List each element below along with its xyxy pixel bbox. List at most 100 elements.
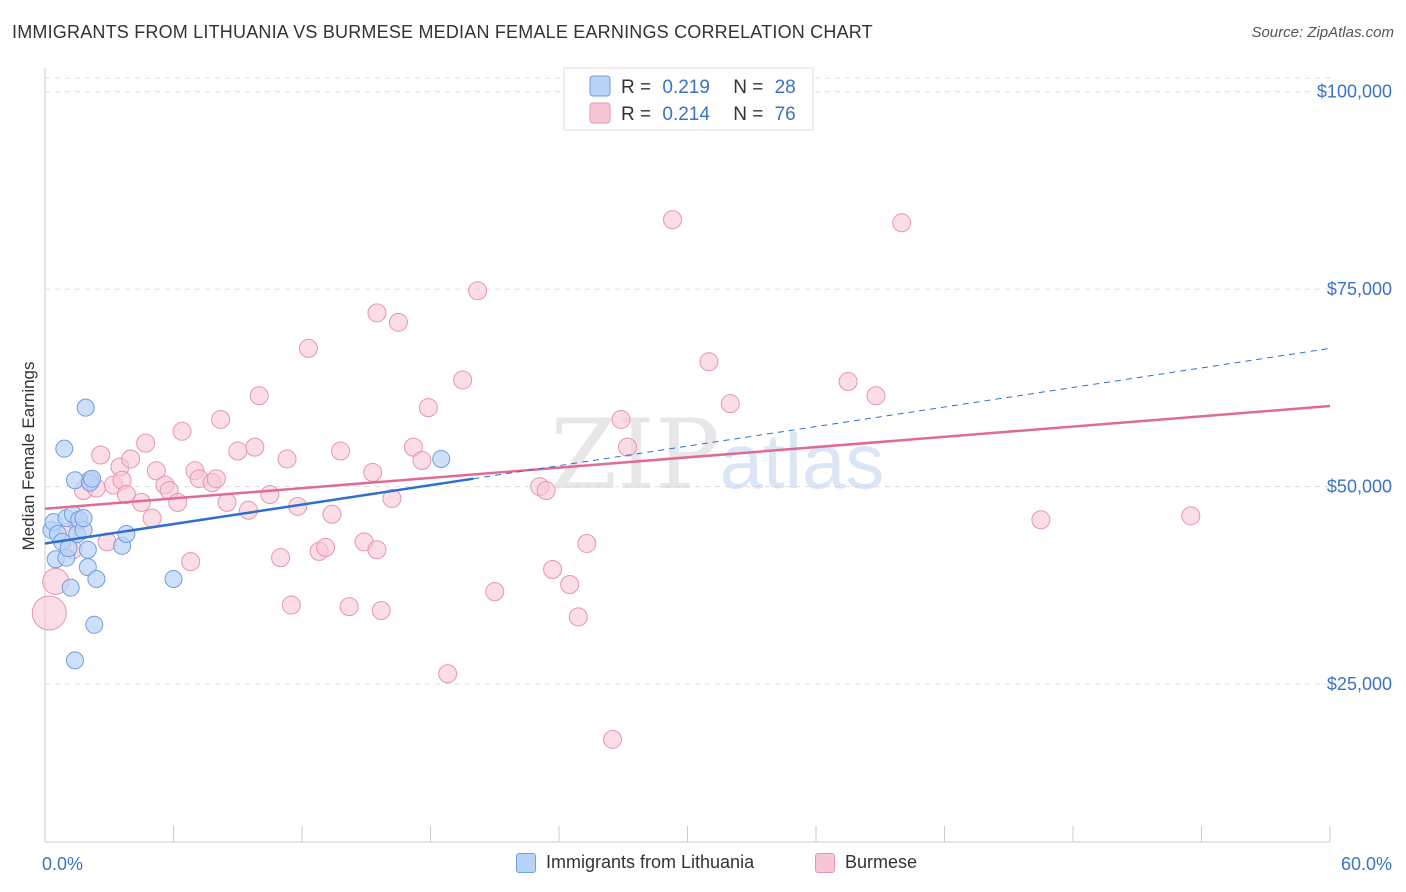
burmese-point-70 <box>866 386 886 406</box>
burmese-point-51 <box>412 451 432 471</box>
burmese-point-42 <box>331 441 351 461</box>
burmese-point-45 <box>363 462 383 482</box>
burmese-point-67 <box>699 352 719 372</box>
legend-r-label-1: R = <box>621 77 651 98</box>
burmese-point-53 <box>438 664 458 684</box>
burmese-point-66 <box>663 210 683 230</box>
burmese-point-60 <box>560 575 580 595</box>
burmese-point-62 <box>577 533 597 553</box>
legend-n-label-1: N = <box>733 77 763 98</box>
burmese-point-33 <box>249 386 269 406</box>
burmese-point-58 <box>536 481 556 501</box>
burmese-point-38 <box>298 338 318 358</box>
burmese-point-31 <box>238 500 258 520</box>
grid-lines <box>45 77 1330 685</box>
burmese-point-49 <box>388 312 408 332</box>
burmese-point-40 <box>316 537 336 557</box>
legend-n-value-1: 28 <box>775 77 796 98</box>
burmese-trend-line <box>44 404 1331 510</box>
burmese-point-48 <box>382 488 402 508</box>
legend-swatch-lithuania <box>589 75 611 97</box>
burmese-point-65 <box>618 437 638 457</box>
burmese-point-32 <box>245 437 265 457</box>
burmese-point-69 <box>838 372 858 392</box>
series-legend: Immigrants from Lithuania Burmese <box>0 852 1406 878</box>
burmese-point-8 <box>91 445 111 465</box>
burmese-point-35 <box>277 449 297 469</box>
legend-swatch-lithuania-bottom <box>516 852 536 873</box>
burmese-point-56 <box>485 582 505 602</box>
lithuania-point-16 <box>74 509 93 528</box>
zipatlas-watermark: ZIP atlas <box>550 399 884 511</box>
lithuania-point-9 <box>61 578 80 597</box>
watermark-atlas: atlas <box>720 417 885 505</box>
burmese-point-46 <box>367 303 387 323</box>
lithuania-point-25 <box>117 524 136 543</box>
burmese-point-43 <box>339 597 359 617</box>
legend-item-lithuania: Immigrants from Lithuania <box>516 852 754 873</box>
lithuania-point-5 <box>55 439 74 458</box>
lithuania-point-18 <box>78 540 97 559</box>
burmese-point-75 <box>260 484 280 504</box>
burmese-point-41 <box>322 504 342 524</box>
watermark-zip: ZIP <box>550 399 719 511</box>
legend-label-burmese: Burmese <box>845 852 918 872</box>
burmese-point-64 <box>611 409 631 429</box>
burmese-point-16 <box>136 433 156 453</box>
burmese-point-50 <box>403 437 423 457</box>
burmese-point-36 <box>281 595 301 615</box>
burmese-point-21 <box>168 492 188 512</box>
lithuania-point-11 <box>65 651 84 670</box>
lithuania-point-21 <box>83 469 102 488</box>
lithuania-point-17 <box>76 398 95 417</box>
y-tick-label-3: $100,000 <box>1317 82 1392 102</box>
y-tick-label-1: $50,000 <box>1327 477 1392 497</box>
legend-n-value-2: 76 <box>775 104 796 125</box>
burmese-point-0 <box>31 595 67 631</box>
legend-r-value-1: 0.219 <box>662 77 710 98</box>
correlation-legend: R = 0.219 N = 28 R = 0.214 N = 76 <box>563 67 814 131</box>
lithuania-trend-extension <box>473 347 1331 480</box>
burmese-point-47 <box>371 601 391 621</box>
legend-swatch-burmese <box>589 102 611 124</box>
burmese-point-71 <box>892 213 912 233</box>
burmese-point-59 <box>543 560 563 580</box>
y-tick-label-2: $75,000 <box>1327 279 1392 299</box>
lithuania-point-22 <box>85 615 104 634</box>
y-tick-label-0: $25,000 <box>1327 674 1392 694</box>
lithuania-points <box>42 398 451 670</box>
burmese-point-61 <box>568 607 588 627</box>
trend-lines <box>44 347 1331 545</box>
burmese-point-30 <box>228 441 248 461</box>
lithuania-point-12 <box>65 471 84 490</box>
burmese-point-34 <box>271 548 291 568</box>
lithuania-point-26 <box>164 569 183 588</box>
source-label: Source: ZipAtlas.com <box>1251 24 1394 41</box>
burmese-point-23 <box>181 552 201 572</box>
legend-r-value-2: 0.214 <box>662 104 710 125</box>
lithuania-point-23 <box>87 569 106 588</box>
burmese-point-27 <box>206 469 226 489</box>
burmese-point-54 <box>453 370 473 390</box>
y-tick-labels: $25,000 $50,000 $75,000 $100,000 <box>1317 82 1392 694</box>
x-tick-label-max: 60.0% <box>1341 854 1392 874</box>
legend-swatch-burmese-bottom <box>815 852 835 873</box>
burmese-point-72 <box>1031 510 1051 530</box>
svg-text:R = 0.219 N =: R = 0.219 N = 28 <box>621 77 796 98</box>
burmese-point-14 <box>121 449 141 469</box>
axes <box>44 68 1331 843</box>
legend-r-label-2: R = <box>621 104 651 125</box>
x-tick-label-min: 0.0% <box>42 854 83 874</box>
svg-text:R = 0.214 N =: R = 0.214 N = 76 <box>621 104 796 125</box>
burmese-point-74 <box>367 540 387 560</box>
burmese-point-18 <box>146 461 166 481</box>
burmese-point-55 <box>468 281 488 301</box>
burmese-point-28 <box>211 409 231 429</box>
lithuania-trend-line <box>44 477 474 545</box>
burmese-point-68 <box>720 394 740 414</box>
lithuania-point-27 <box>432 449 451 468</box>
chart-title: IMMIGRANTS FROM LITHUANIA VS BURMESE MED… <box>12 22 873 42</box>
burmese-point-63 <box>603 729 623 749</box>
burmese-point-22 <box>172 421 192 441</box>
